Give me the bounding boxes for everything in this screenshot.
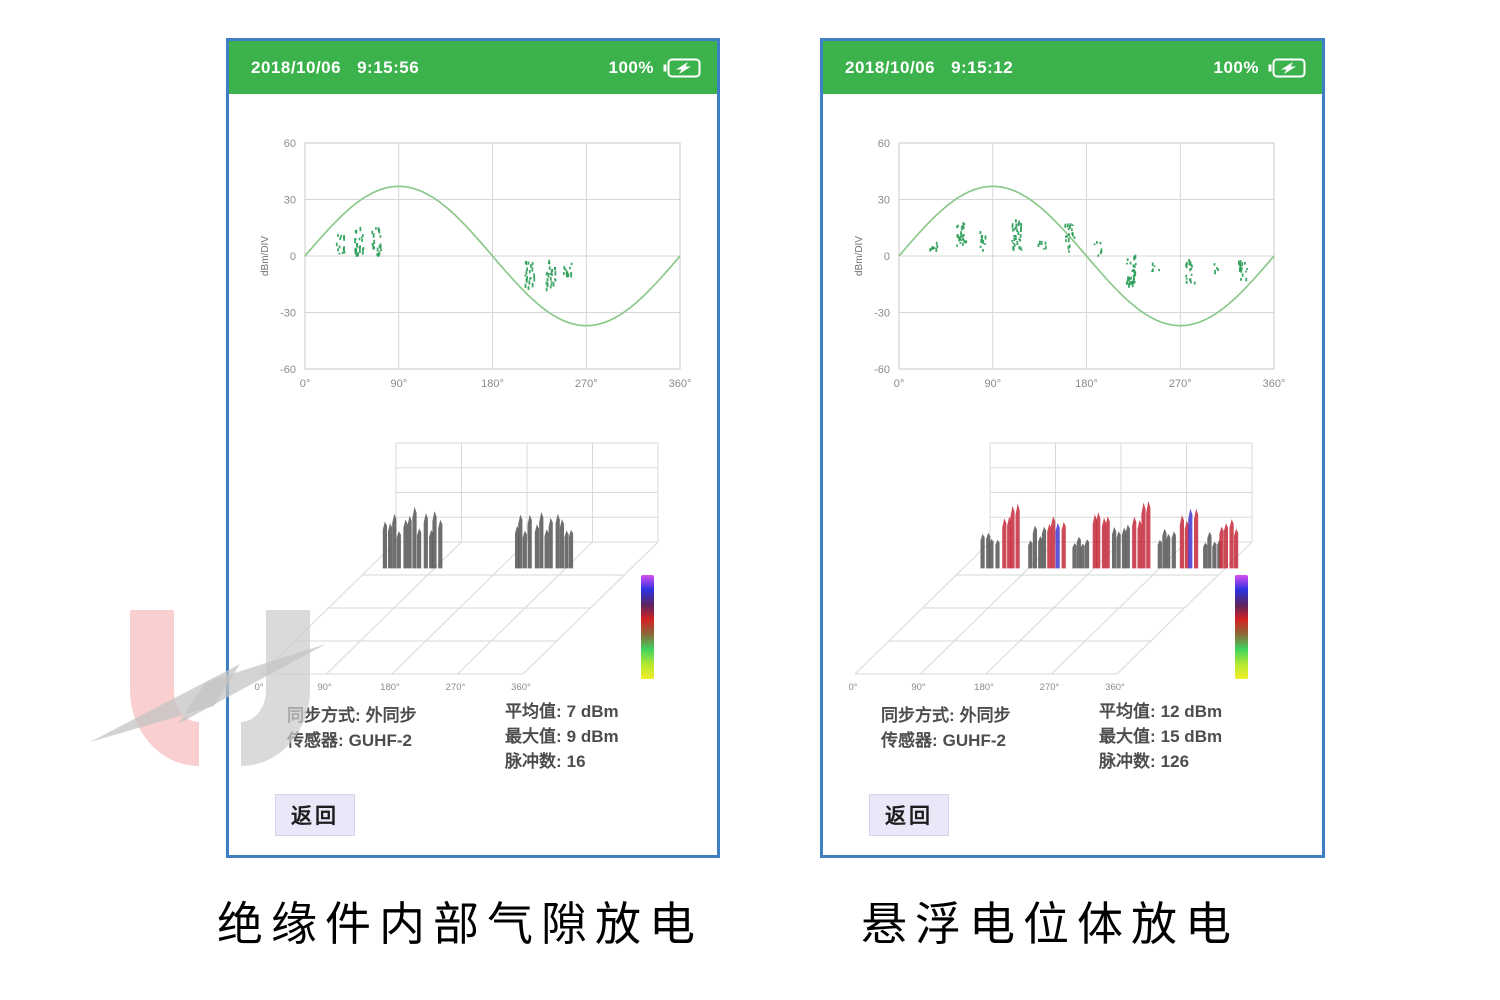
- svg-text:0°: 0°: [848, 682, 857, 693]
- svg-text:180°: 180°: [380, 682, 400, 693]
- svg-text:90°: 90°: [317, 682, 332, 693]
- svg-text:0: 0: [884, 251, 890, 263]
- sensor-value: GUHF-2: [348, 731, 412, 750]
- time-text: 9:15:12: [951, 57, 1014, 77]
- caption-left-discharge-type: 绝缘件内部气隙放电: [217, 899, 703, 950]
- measurement-info-left: 同步方式: 外同步 传感器: GUHF-2: [881, 703, 1011, 753]
- svg-text:30: 30: [878, 195, 890, 207]
- datetime: 2018/10/06 9:15:56: [251, 58, 419, 78]
- time-text: 9:15:56: [357, 57, 420, 77]
- device-screen-left: 2018/10/06 9:15:56 100% 60 30 0 -30 -60 0° 90°…: [226, 38, 720, 858]
- svg-text:360°: 360°: [511, 682, 531, 693]
- sensor-label: 传感器:: [287, 731, 344, 750]
- svg-text:270°: 270°: [1040, 682, 1060, 693]
- svg-text:90°: 90°: [911, 682, 926, 693]
- svg-text:-60: -60: [874, 364, 890, 376]
- datetime: 2018/10/06 9:15:12: [845, 58, 1013, 78]
- sync-mode-label: 同步方式:: [287, 706, 361, 725]
- prps-3d-chart: 0° 90° 180° 270° 360°: [254, 442, 659, 693]
- prps-3d-chart: 0° 90° 180° 270° 360°: [848, 442, 1253, 693]
- svg-text:360°: 360°: [1105, 682, 1125, 693]
- battery-percent: 100%: [1213, 57, 1259, 77]
- measurement-stats: 平均值: 12 dBm 最大值: 15 dBm 脉冲数: 126: [1099, 699, 1222, 774]
- svg-text:dBm/DIV: dBm/DIV: [260, 236, 271, 276]
- svg-text:dBm/DIV: dBm/DIV: [854, 236, 865, 276]
- caption-right-discharge-type: 悬浮电位体放电: [861, 899, 1239, 950]
- svg-text:360°: 360°: [669, 378, 692, 390]
- svg-text:0°: 0°: [894, 378, 905, 390]
- battery-status: 100%: [609, 58, 701, 78]
- average-value: 7 dBm: [566, 702, 619, 721]
- back-button[interactable]: 返回: [275, 794, 355, 836]
- lightning-bolt-icon: [90, 664, 240, 742]
- status-bar: 2018/10/06 9:15:12 100%: [823, 41, 1322, 94]
- average-label: 平均值:: [505, 702, 562, 721]
- average-value: 12 dBm: [1160, 702, 1223, 721]
- max-label: 最大值:: [505, 727, 562, 746]
- svg-text:-30: -30: [874, 308, 890, 320]
- sync-mode-value: 外同步: [959, 706, 1011, 725]
- colorbar-legend: [1235, 575, 1248, 679]
- sensor-label: 传感器:: [881, 731, 938, 750]
- colorbar-legend: [641, 575, 654, 679]
- svg-text:60: 60: [878, 138, 890, 150]
- prpd-phase-chart: 60 30 0 -30 -60 0° 90° 180° 270° 360° dBm/DIV: [260, 138, 692, 390]
- svg-text:180°: 180°: [481, 378, 504, 390]
- measurement-info-left: 同步方式: 外同步 传感器: GUHF-2: [287, 703, 417, 753]
- svg-text:30: 30: [284, 195, 296, 207]
- max-label: 最大值:: [1099, 727, 1156, 746]
- sync-mode-label: 同步方式:: [881, 706, 955, 725]
- svg-text:270°: 270°: [1169, 378, 1192, 390]
- battery-icon: [663, 58, 701, 77]
- prpd-phase-chart: 60 30 0 -30 -60 0° 90° 180° 270° 360° dBm/DIV: [854, 138, 1286, 390]
- svg-text:180°: 180°: [974, 682, 994, 693]
- svg-text:270°: 270°: [575, 378, 598, 390]
- svg-text:0°: 0°: [300, 378, 311, 390]
- date-text: 2018/10/06: [845, 57, 936, 77]
- pulse-count-value: 126: [1160, 752, 1190, 771]
- battery-percent: 100%: [608, 57, 654, 77]
- svg-text:180°: 180°: [1075, 378, 1098, 390]
- device-screen-right: 2018/10/06 9:15:12 100% 60 30 0 -30 -60 0° 90°…: [820, 38, 1325, 858]
- svg-text:-30: -30: [280, 308, 296, 320]
- max-value: 9 dBm: [566, 727, 619, 746]
- svg-text:0: 0: [290, 251, 296, 263]
- svg-text:90°: 90°: [984, 378, 1001, 390]
- back-button[interactable]: 返回: [869, 794, 949, 836]
- svg-text:-60: -60: [280, 364, 296, 376]
- svg-text:360°: 360°: [1263, 378, 1286, 390]
- measurement-stats: 平均值: 7 dBm 最大值: 9 dBm 脉冲数: 16: [505, 699, 619, 774]
- svg-text:270°: 270°: [446, 682, 466, 693]
- battery-icon: [1268, 58, 1306, 77]
- svg-text:0°: 0°: [254, 682, 263, 693]
- sensor-value: GUHF-2: [942, 731, 1006, 750]
- status-bar: 2018/10/06 9:15:56 100%: [229, 41, 717, 94]
- pulse-count-value: 16: [566, 752, 586, 771]
- pulse-count-label: 脉冲数:: [505, 752, 562, 771]
- average-label: 平均值:: [1099, 702, 1156, 721]
- max-value: 15 dBm: [1160, 727, 1223, 746]
- svg-text:60: 60: [284, 138, 296, 150]
- battery-status: 100%: [1214, 58, 1306, 78]
- date-text: 2018/10/06: [251, 57, 342, 77]
- svg-text:90°: 90°: [390, 378, 407, 390]
- sync-mode-value: 外同步: [365, 706, 417, 725]
- pulse-count-label: 脉冲数:: [1099, 752, 1156, 771]
